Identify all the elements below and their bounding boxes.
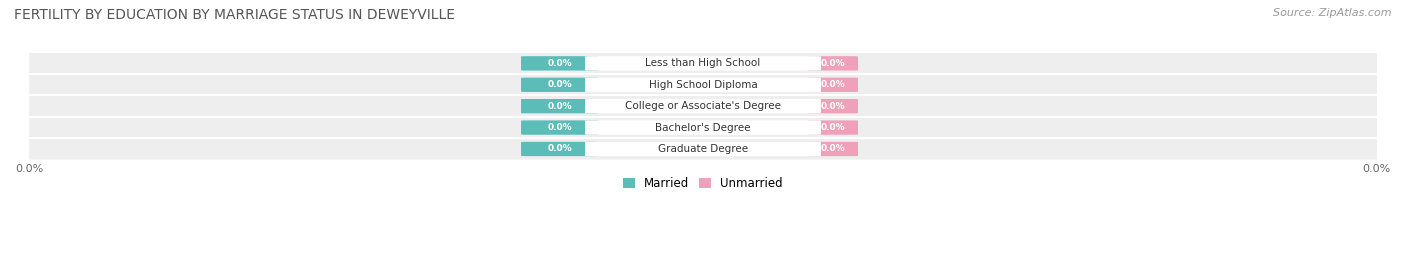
Text: 0.0%: 0.0% [821,102,845,111]
Text: FERTILITY BY EDUCATION BY MARRIAGE STATUS IN DEWEYVILLE: FERTILITY BY EDUCATION BY MARRIAGE STATU… [14,8,456,22]
Text: Bachelor's Degree: Bachelor's Degree [655,123,751,133]
FancyBboxPatch shape [30,138,1376,160]
FancyBboxPatch shape [522,56,599,70]
Text: 0.0%: 0.0% [821,59,845,68]
Text: Less than High School: Less than High School [645,58,761,68]
FancyBboxPatch shape [807,142,858,156]
FancyBboxPatch shape [30,53,1376,74]
Text: 0.0%: 0.0% [547,102,572,111]
FancyBboxPatch shape [522,121,599,135]
FancyBboxPatch shape [585,77,821,92]
Legend: Married, Unmarried: Married, Unmarried [619,172,787,194]
FancyBboxPatch shape [807,56,858,70]
FancyBboxPatch shape [585,56,821,70]
FancyBboxPatch shape [585,99,821,113]
Text: 0.0%: 0.0% [821,80,845,89]
Text: 0.0%: 0.0% [547,80,572,89]
FancyBboxPatch shape [522,142,599,156]
Text: 0.0%: 0.0% [821,123,845,132]
FancyBboxPatch shape [30,117,1376,138]
Text: 0.0%: 0.0% [547,59,572,68]
FancyBboxPatch shape [807,121,858,135]
Text: Source: ZipAtlas.com: Source: ZipAtlas.com [1274,8,1392,18]
Text: 0.0%: 0.0% [547,144,572,154]
FancyBboxPatch shape [30,95,1376,117]
Text: 0.0%: 0.0% [821,144,845,154]
FancyBboxPatch shape [807,77,858,92]
FancyBboxPatch shape [30,74,1376,95]
FancyBboxPatch shape [522,99,599,113]
FancyBboxPatch shape [807,99,858,113]
Text: College or Associate's Degree: College or Associate's Degree [626,101,780,111]
Text: Graduate Degree: Graduate Degree [658,144,748,154]
Text: High School Diploma: High School Diploma [648,80,758,90]
FancyBboxPatch shape [522,77,599,92]
FancyBboxPatch shape [585,142,821,156]
FancyBboxPatch shape [585,121,821,135]
Text: 0.0%: 0.0% [547,123,572,132]
